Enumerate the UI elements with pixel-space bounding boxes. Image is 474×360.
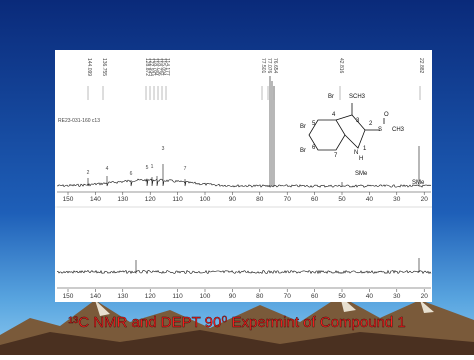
peak-number: 3 [162, 146, 165, 152]
axis-label: 50 [338, 196, 346, 203]
structure-label: 7 [334, 153, 338, 159]
peak-number: 7 [184, 166, 187, 172]
structure-label: CH3 [392, 127, 405, 133]
axis-label: 70 [284, 293, 292, 300]
axis-label: 30 [393, 293, 401, 300]
peak-label: 144.099 [86, 58, 92, 76]
snow [95, 296, 434, 316]
axis-label: 130 [117, 196, 128, 203]
axis-label: 90 [229, 196, 237, 203]
structure-label: O [384, 112, 389, 118]
structure-label: 5 [312, 121, 316, 127]
axis-label: 60 [311, 293, 319, 300]
axis-label: 120 [145, 293, 156, 300]
axis-label: 150 [63, 196, 74, 203]
axis-label: 140 [90, 196, 101, 203]
peak-label: 115.094 [160, 58, 166, 76]
structure-label: Br [300, 124, 306, 130]
structure-label: SCH3 [349, 94, 366, 100]
axis-label: 70 [284, 196, 292, 203]
structure-label: 2 [369, 121, 373, 127]
peak-label: 77.501 [260, 58, 266, 74]
structure-label: H [359, 156, 363, 162]
run-id: RE23-031-160 c13 [58, 118, 100, 124]
structure-label: S [378, 127, 382, 133]
structure-label: Br [328, 94, 334, 100]
structure-label: 4 [332, 112, 336, 118]
peak-label: 42.816 [338, 58, 344, 74]
peak-label: 118.784 [152, 58, 158, 76]
axis-label: 80 [256, 293, 264, 300]
axis-label: 40 [366, 293, 374, 300]
structure-label: Br [300, 148, 306, 154]
axis-label: 140 [90, 293, 101, 300]
structure-label: SMe [355, 171, 368, 177]
spectrum-panel [55, 50, 432, 302]
axis-label: 150 [63, 293, 74, 300]
structure-label: 3 [356, 118, 360, 124]
peak-label: 22.882 [418, 58, 424, 74]
axis-label: 30 [393, 196, 401, 203]
peak-number: 1 [151, 164, 154, 170]
axis-label: 50 [338, 293, 346, 300]
foothills [0, 330, 474, 355]
spectrum-13c [56, 76, 432, 188]
structure-label: N [354, 150, 358, 156]
axis-label: 120 [145, 196, 156, 203]
structure-label: 6 [312, 145, 316, 151]
structure-label: SMe [412, 180, 425, 186]
axis-label: 20 [421, 293, 429, 300]
axis-label: 110 [172, 196, 183, 203]
axis-label: 20 [421, 196, 429, 203]
peak-label: 77.076 [266, 58, 272, 74]
axis-label: 100 [200, 293, 211, 300]
peak-label: 122.934 [148, 58, 154, 76]
axis-label: 80 [256, 196, 264, 203]
peak-number: 5 [146, 165, 149, 171]
axis-label: 90 [229, 293, 237, 300]
peak-label: 128.872 [144, 58, 150, 76]
axis-label: 100 [200, 196, 211, 203]
peak-number: 4 [106, 166, 109, 172]
peak-number: 6 [130, 171, 133, 177]
peak-label: 114.177 [164, 58, 170, 76]
axis-label: 60 [311, 196, 319, 203]
peak-number: 2 [87, 170, 90, 176]
structure-label: 1 [363, 146, 367, 152]
peak-label: 136.755 [101, 58, 107, 76]
spectrum-dept90 [56, 258, 432, 275]
peak-label: 118.736 [156, 58, 162, 76]
caption: ¹³C NMR and DEPT 90⁰ Expermint of Compou… [68, 314, 406, 331]
axis-label: 110 [172, 293, 183, 300]
axis-label: 40 [366, 196, 374, 203]
axis-label: 130 [117, 293, 128, 300]
structure [308, 103, 385, 151]
peak-label: 76.654 [272, 58, 278, 74]
